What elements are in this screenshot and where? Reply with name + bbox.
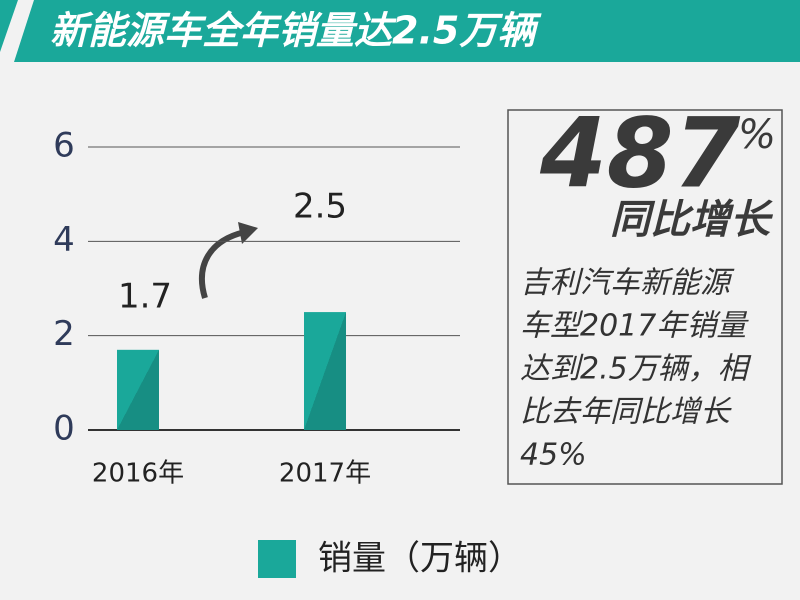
x-tick-label: 2017年: [279, 459, 371, 489]
chart: 0 2 4 6 2016年 2017年 1.7 2.5 销量（万辆）: [53, 126, 522, 579]
callout-line: 车型2017年销量: [520, 309, 749, 344]
y-tick-label: 4: [53, 220, 75, 260]
y-tick-label: 0: [53, 409, 75, 449]
arrow-head: [238, 222, 258, 244]
y-tick-label: 6: [53, 126, 75, 166]
callout-line: 比去年同比增长: [520, 395, 732, 430]
callout-unit: %: [738, 112, 776, 158]
x-tick-label: 2016年: [92, 459, 184, 489]
arrow: [198, 229, 246, 299]
title-stripe: [0, 0, 34, 62]
callout-line: 达到2.5万辆，相: [520, 352, 752, 387]
title: 新能源车全年销量达2.5万辆: [50, 9, 542, 53]
bar: [304, 312, 346, 430]
callout-label: 同比增长: [610, 197, 774, 243]
callout-number: 487: [539, 97, 741, 209]
callout-box: [507, 109, 783, 485]
callout-line: 45%: [520, 438, 587, 473]
title-bar: [0, 0, 800, 62]
data-label: 2.5: [293, 187, 347, 227]
callout-line: 吉利汽车新能源: [520, 266, 735, 301]
legend-label: 销量（万辆）: [318, 539, 522, 579]
data-label: 1.7: [118, 277, 172, 317]
bar: [117, 349, 159, 430]
y-tick-label: 2: [53, 314, 75, 354]
legend-swatch: [258, 540, 296, 578]
